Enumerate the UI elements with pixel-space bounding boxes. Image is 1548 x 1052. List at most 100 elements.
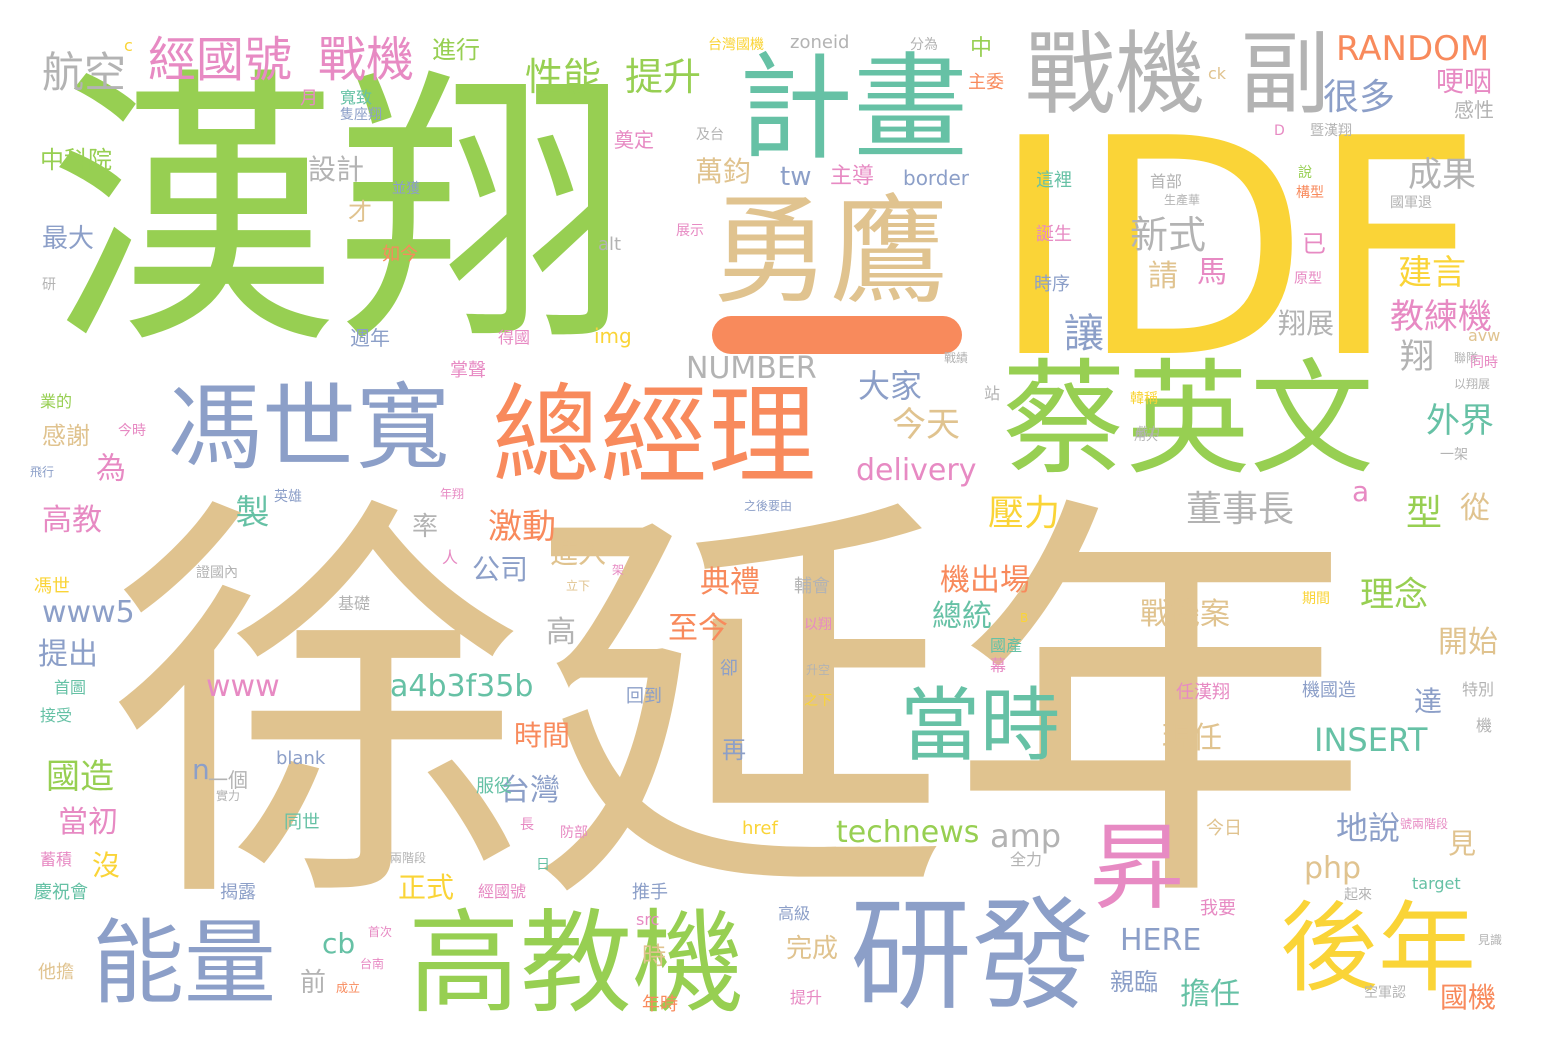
cloud-word: 當時	[900, 679, 1060, 772]
cloud-word: c	[124, 36, 133, 55]
cloud-word: 服役	[476, 776, 512, 797]
cloud-word: 卻	[720, 658, 738, 679]
cloud-word: blank	[276, 748, 326, 769]
cloud-word: 機國造	[1302, 680, 1356, 701]
cloud-word: 防部	[560, 825, 588, 841]
cloud-word: 擔任	[1180, 977, 1240, 1012]
cloud-word: 戰機	[1025, 22, 1205, 127]
cloud-word: 戰機案	[1140, 597, 1230, 632]
cloud-word: 激動	[488, 507, 556, 547]
cloud-word: 一個	[208, 768, 248, 792]
cloud-word: 理念	[1360, 575, 1428, 615]
cloud-word: 這裡	[1036, 170, 1072, 191]
cloud-word: 翔	[1400, 337, 1434, 377]
cloud-word: 製	[229, 494, 269, 528]
cloud-word: IDF	[990, 75, 1483, 424]
cloud-word: 聯隊	[1454, 351, 1479, 365]
cloud-word: 首部	[1150, 172, 1183, 191]
cloud-word: 見識	[1478, 933, 1503, 947]
cloud-word: 國造	[46, 757, 114, 797]
cloud-word: 完成	[786, 934, 839, 964]
cloud-word: 證國內	[196, 565, 238, 581]
cloud-word: cb	[322, 927, 356, 960]
cloud-word: 總統	[932, 599, 992, 634]
cloud-word: 性能	[525, 55, 602, 99]
cloud-word: 地說	[1336, 809, 1401, 847]
cloud-word: 暨漢翔	[1310, 123, 1352, 139]
cloud-word: amp	[990, 817, 1062, 855]
cloud-word: 以翔	[804, 617, 832, 633]
cloud-word: 說	[1298, 165, 1312, 181]
cloud-word: 原型	[1294, 271, 1322, 287]
cloud-word: 揭露	[220, 882, 256, 903]
cloud-word: 翔展	[1278, 307, 1335, 340]
cloud-word: 國軍退	[1390, 195, 1432, 211]
cloud-word: 時	[642, 942, 666, 970]
cloud-word: 勇鷹	[712, 182, 949, 320]
cloud-word: 徐延年	[110, 465, 1370, 954]
cloud-word: 教練機	[1390, 297, 1492, 337]
cloud-word: 至今	[668, 611, 728, 646]
cloud-word: www5	[42, 595, 135, 630]
cloud-word: 任漢翔	[1176, 682, 1230, 703]
cloud-word: target	[1412, 874, 1461, 893]
cloud-word: 典禮	[700, 565, 760, 600]
cloud-word: 人	[442, 548, 459, 567]
cloud-word: 回到	[626, 686, 662, 707]
cloud-word: 同世	[284, 812, 320, 833]
cloud-word: 設計	[308, 153, 365, 186]
cloud-word: 寬致	[340, 88, 373, 107]
cloud-word: 機出場	[940, 563, 1030, 598]
cloud-word: 前	[300, 968, 327, 998]
cloud-word: 以翔展	[1454, 377, 1491, 391]
cloud-word: 號兩階段	[1400, 817, 1449, 831]
cloud-word: 開始	[1438, 625, 1498, 660]
cloud-word: 今天	[892, 405, 960, 445]
cloud-word: a4b3f35b	[390, 669, 534, 704]
cloud-word: 董事長	[1186, 489, 1295, 530]
cloud-word: 接受	[40, 706, 73, 725]
cloud-word: 首圖	[54, 678, 87, 697]
cloud-word: 率	[412, 512, 439, 542]
cloud-word: 研	[42, 277, 56, 293]
cloud-word: 從	[1460, 491, 1490, 526]
cloud-word: 馬	[1197, 255, 1227, 290]
cloud-word: 哽咽	[1436, 65, 1493, 98]
cloud-word: 年翔	[440, 487, 465, 501]
cloud-word: RANDOM	[1336, 29, 1490, 69]
word-mark	[712, 316, 962, 354]
cloud-word: 現任	[1162, 721, 1222, 756]
cloud-word: 很多	[1323, 77, 1396, 118]
cloud-word: 馮世寬	[168, 374, 451, 483]
cloud-word: tw	[780, 162, 812, 192]
cloud-word: 一架	[1440, 447, 1468, 463]
cloud-word: 感謝	[42, 422, 90, 450]
cloud-word: 之下	[804, 693, 832, 709]
cloud-word: 沒	[92, 849, 121, 882]
cloud-word: 航空	[42, 48, 127, 97]
cloud-word: 他擔	[38, 962, 74, 983]
cloud-word: 高	[546, 615, 576, 650]
cloud-word: 能量	[92, 910, 277, 1017]
cloud-word: border	[903, 166, 970, 190]
cloud-word: www	[206, 669, 280, 704]
cloud-word: 蔡英文	[1002, 348, 1375, 492]
cloud-word: 親臨	[1110, 968, 1158, 996]
cloud-word: 大家	[858, 367, 923, 405]
cloud-word: 成立	[336, 981, 361, 995]
cloud-word: B	[1020, 611, 1029, 625]
cloud-word: 時序	[1034, 274, 1070, 295]
cloud-word: 全力	[1010, 850, 1043, 869]
cloud-word: 提升	[625, 55, 702, 99]
cloud-word: 公司	[472, 553, 529, 586]
cloud-word: 再	[722, 736, 746, 764]
cloud-word: 才	[348, 198, 372, 226]
cloud-word: 慶祝會	[34, 882, 88, 903]
cloud-word: img	[594, 324, 632, 348]
cloud-word: 奠定	[614, 128, 654, 152]
cloud-word: 週年	[350, 326, 390, 350]
cloud-word: D	[1274, 123, 1285, 139]
cloud-word: 及台	[696, 127, 724, 143]
cloud-word: 時間	[514, 719, 571, 752]
